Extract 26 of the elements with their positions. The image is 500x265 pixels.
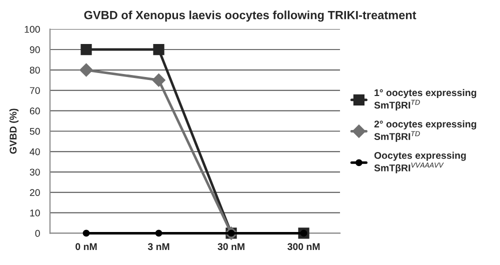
point [80, 44, 92, 56]
y-tick-label: 50 [30, 128, 40, 135]
y-tick-label: 10 [30, 210, 40, 216]
x-tick-label: 30 nM [218, 243, 244, 250]
legend-label: 2° oocytes expressing SmTβRI$^{TD}$ [374, 120, 476, 142]
legend-label: 1° oocytes expressing SmTβRI$^{TD}$ [374, 88, 476, 111]
legend-label: Oocytes expressing SmTβRI$^{VVAAAVV}$ [374, 152, 466, 174]
y-tick-label: 90 [30, 46, 40, 54]
point [155, 230, 162, 237]
y-tick-label: 60 [30, 108, 40, 114]
y-tick-label: 70 [30, 87, 40, 94]
y-tick-label: 100 [24, 26, 40, 33]
x-tick-label: 300 nM [287, 243, 320, 250]
point [153, 44, 164, 56]
y-tick-label: 40 [30, 148, 40, 156]
point [152, 74, 166, 87]
chart-title: GVBD of Xenopus laevis oocytes following TRIKI-treatment [84, 10, 416, 22]
y-tick-label: 20 [30, 189, 40, 196]
y-tick-label: 0 [35, 230, 40, 237]
y-tick-label: 30 [30, 168, 40, 176]
point [80, 63, 93, 77]
y-tick-label: 80 [30, 66, 40, 74]
point [82, 230, 90, 237]
x-tick-label: 3 nM [148, 243, 170, 250]
y-axis-title: GVBD (%) [9, 108, 19, 154]
x-tick-label: 0 nM [76, 243, 97, 250]
